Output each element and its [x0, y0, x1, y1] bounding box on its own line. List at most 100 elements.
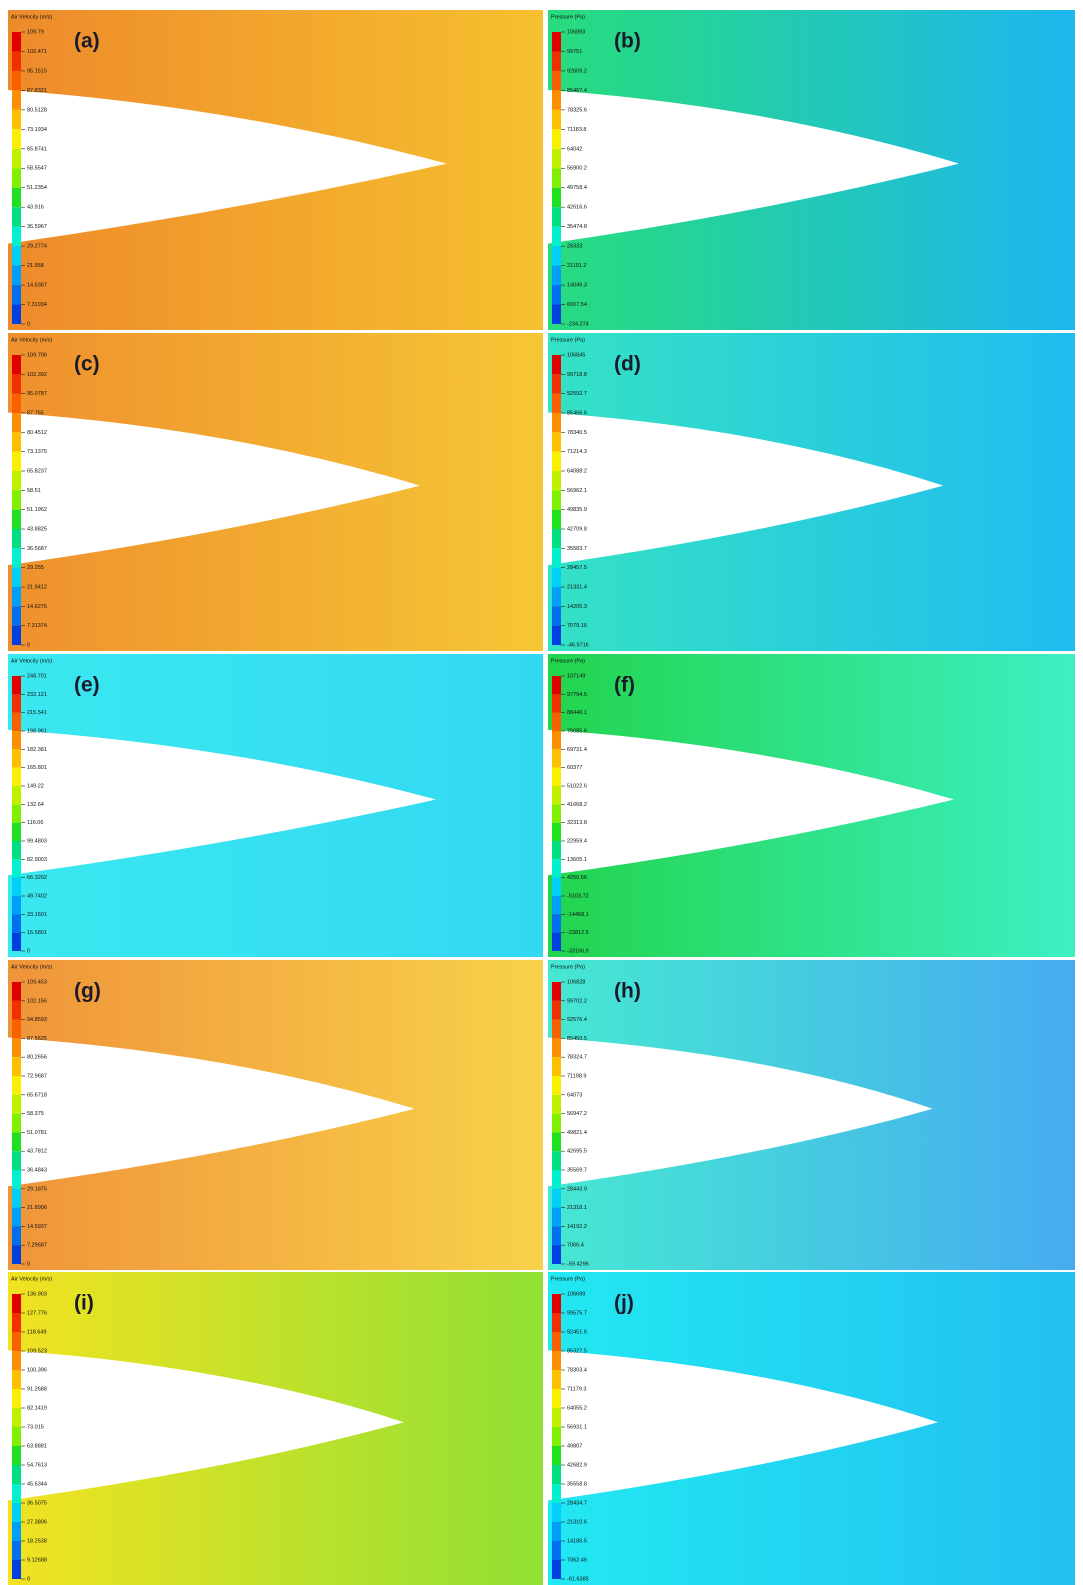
colorbar-label: 14.6387 [27, 283, 47, 289]
colorbar-label: 42709.8 [567, 526, 587, 532]
colorbar-segment [552, 1095, 561, 1114]
colorbar-segment [12, 1560, 21, 1579]
colorbar-segment [552, 355, 561, 374]
colorbar-segment [552, 1446, 561, 1465]
colorbar-label: 32313.8 [567, 820, 587, 826]
colorbar-label: 102.471 [27, 49, 47, 55]
colorbar-label: 87.5625 [27, 1036, 47, 1042]
colorbar-label: 78324.7 [567, 1055, 587, 1061]
panel: Pressure (Pa)10682899702.292576.485450.5… [548, 960, 1075, 1270]
panel-label: (i) [74, 1292, 94, 1315]
panel-label: (e) [74, 674, 100, 697]
colorbar-segment [12, 432, 21, 451]
colorbar-segment [552, 1189, 561, 1208]
colorbar-label: 73.015 [27, 1424, 44, 1430]
colorbar-label: 14186.5 [567, 1538, 587, 1544]
colorbar-segment [12, 568, 21, 587]
colorbar-label: 248.701 [27, 673, 47, 679]
colorbar-segment [12, 878, 21, 896]
colorbar-label: 106699 [567, 1291, 585, 1297]
colorbar-label: 95.0787 [27, 391, 47, 397]
panel: Pressure (Pa) 107149 97794.5 88440.1 79085.6… [548, 654, 1075, 957]
colorbar-segment [552, 896, 561, 914]
colorbar-label: -61.6385 [567, 1576, 589, 1582]
colorbar-label: 69731.4 [567, 747, 587, 753]
colorbar-segment [12, 168, 21, 187]
colorbar-label: 45.6344 [27, 1481, 47, 1487]
legend-title: Pressure (Pa) [551, 658, 585, 664]
colorbar-label: 29.1875 [27, 1186, 47, 1192]
colorbar-segment [552, 1294, 561, 1313]
colorbar-label: 60377 [567, 765, 582, 771]
colorbar-segment [12, 71, 21, 90]
colorbar-segment [12, 896, 21, 914]
colorbar-segment [552, 1057, 561, 1076]
colorbar-label: 14049.3 [567, 283, 587, 289]
colorbar-label: 58.375 [27, 1111, 44, 1117]
colorbar-segment [552, 188, 561, 207]
colorbar-label: 36.5967 [27, 224, 47, 230]
colorbar-segment [12, 731, 21, 749]
colorbar-label: 0 [27, 1261, 30, 1267]
colorbar-label: 132.64 [27, 802, 44, 808]
legend-title: Air Velocity (m/s) [11, 14, 52, 20]
colorbar-label: 14.5937 [27, 1224, 47, 1230]
colorbar-segment [552, 1465, 561, 1484]
colorbar-segment [12, 982, 21, 1001]
colorbar-label: 43.8825 [27, 526, 47, 532]
colorbar-label: 73.1375 [27, 449, 47, 455]
colorbar-label: 21310.6 [567, 1519, 587, 1525]
colorbar-segment [552, 1503, 561, 1522]
colorbar-segment [552, 933, 561, 951]
colorbar-segment [552, 285, 561, 304]
colorbar-label: 88440.1 [567, 710, 587, 716]
colorbar-label: 107149 [567, 673, 585, 679]
colorbar-label: 71214.3 [567, 449, 587, 455]
colorbar-segment [12, 285, 21, 304]
colorbar-segment [12, 587, 21, 606]
colorbar-segment [12, 490, 21, 509]
colorbar-label: 91.2688 [27, 1386, 47, 1392]
colorbar-label: 102.156 [27, 998, 47, 1004]
colorbar-segment [12, 374, 21, 393]
colorbar-label: 63.8881 [27, 1443, 47, 1449]
colorbar-segment [12, 933, 21, 951]
colorbar-label: 87.8321 [27, 88, 47, 94]
panel-label: (c) [74, 353, 100, 376]
colorbar-label: 0 [27, 948, 30, 954]
colorbar-label: 64042 [567, 146, 582, 152]
colorbar-label: 109.523 [27, 1348, 47, 1354]
colorbar-segment [12, 1446, 21, 1465]
colorbar-label: 21331.4 [567, 584, 587, 590]
panel-label: (g) [74, 980, 101, 1003]
colorbar-label: 85327.5 [567, 1348, 587, 1354]
colorbar-segment [552, 90, 561, 109]
panel: Air Velocity (m/s)109.79102.47195.151587… [8, 10, 543, 330]
colorbar-label: 35474.8 [567, 224, 587, 230]
colorbar-label: 41668.2 [567, 802, 587, 808]
colorbar-label: 109.706 [27, 352, 47, 358]
colorbar-segment [12, 1522, 21, 1541]
colorbar-label: 22959.4 [567, 838, 587, 844]
colorbar-segment [12, 1076, 21, 1095]
colorbar-segment [12, 246, 21, 265]
colorbar-segment [552, 568, 561, 587]
colorbar-label: 97794.5 [567, 692, 587, 698]
colorbar-segment [552, 1408, 561, 1427]
colorbar-segment [12, 1057, 21, 1076]
colorbar-label: 4250.66 [567, 875, 587, 881]
colorbar-label: 127.776 [27, 1310, 47, 1316]
colorbar-label: 28443.9 [567, 1186, 587, 1192]
colorbar-label: 7066.4 [567, 1243, 584, 1249]
legend-title: Air Velocity (m/s) [11, 658, 52, 664]
colorbar-label: 106845 [567, 352, 585, 358]
colorbar-segment [12, 32, 21, 51]
colorbar-label: 79085.6 [567, 728, 587, 734]
colorbar-label: 7.31934 [27, 302, 47, 308]
colorbar-label: 92451.6 [567, 1329, 587, 1335]
colorbar-label: 78325.6 [567, 107, 587, 113]
colorbar-label: -46.9716 [567, 642, 589, 648]
colorbar-segment [552, 110, 561, 129]
colorbar-label: 21.958 [27, 263, 44, 269]
colorbar-segment [12, 1189, 21, 1208]
